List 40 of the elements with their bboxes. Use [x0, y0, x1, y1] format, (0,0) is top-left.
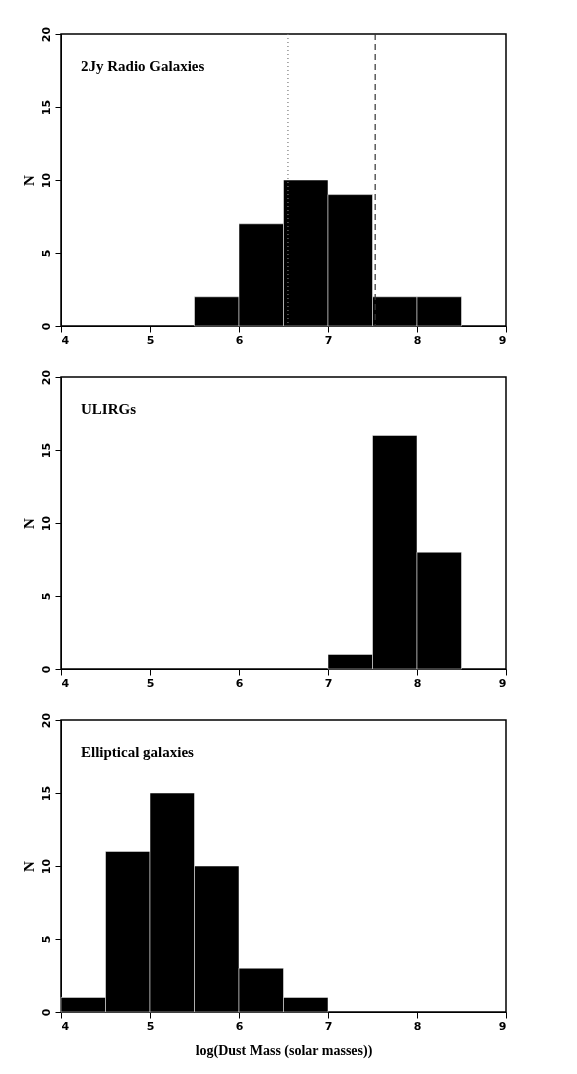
- x-tick-label: 6: [235, 1019, 244, 1033]
- y-tick-label: 15: [39, 785, 53, 802]
- y-tick-label: 0: [39, 322, 53, 331]
- y-axis-title: N: [20, 517, 37, 529]
- y-tick-label: 10: [39, 172, 53, 189]
- x-tick-label: 4: [61, 1019, 70, 1033]
- x-tick-label: 4: [61, 676, 70, 690]
- text: ULIRGs: [81, 401, 137, 417]
- x-tick-label: 6: [235, 676, 244, 690]
- y-axis-title: N: [20, 174, 37, 186]
- x-tick-label: 4: [61, 333, 70, 347]
- y-tick-label: 20: [39, 712, 53, 729]
- y-tick-label: 10: [39, 858, 53, 875]
- x-tick-label: 9: [498, 1019, 507, 1033]
- x-tick-label: 7: [324, 676, 333, 690]
- x-tick-label: 7: [324, 1019, 333, 1033]
- y-tick-label: 5: [39, 935, 53, 944]
- y-tick-label: 15: [39, 99, 53, 116]
- x-axis-title: log(Dust Mass (solar masses)): [195, 1042, 373, 1059]
- y-tick-label: 20: [39, 26, 53, 43]
- x-tick-label: 9: [498, 676, 507, 690]
- x-tick-label: 8: [413, 1019, 422, 1033]
- y-axis-title: N: [20, 860, 37, 872]
- x-tick-label: 6: [235, 333, 244, 347]
- y-tick-label: 20: [39, 369, 53, 386]
- text: 2Jy Radio Galaxies: [81, 58, 205, 74]
- y-tick-label: 15: [39, 442, 53, 459]
- y-tick-label: 10: [39, 515, 53, 532]
- x-tick-label: 8: [413, 333, 422, 347]
- x-tick-label: 9: [498, 333, 507, 347]
- y-tick-label: 5: [39, 249, 53, 258]
- text: Elliptical galaxies: [81, 744, 195, 760]
- y-tick-label: 0: [39, 665, 53, 674]
- x-tick-label: 8: [413, 676, 422, 690]
- x-tick-label: 5: [146, 333, 155, 347]
- x-tick-label: 5: [146, 1019, 155, 1033]
- y-tick-label: 0: [39, 1008, 53, 1017]
- x-tick-label: 5: [146, 676, 155, 690]
- x-tick-label: 7: [324, 333, 333, 347]
- y-tick-label: 5: [39, 592, 53, 601]
